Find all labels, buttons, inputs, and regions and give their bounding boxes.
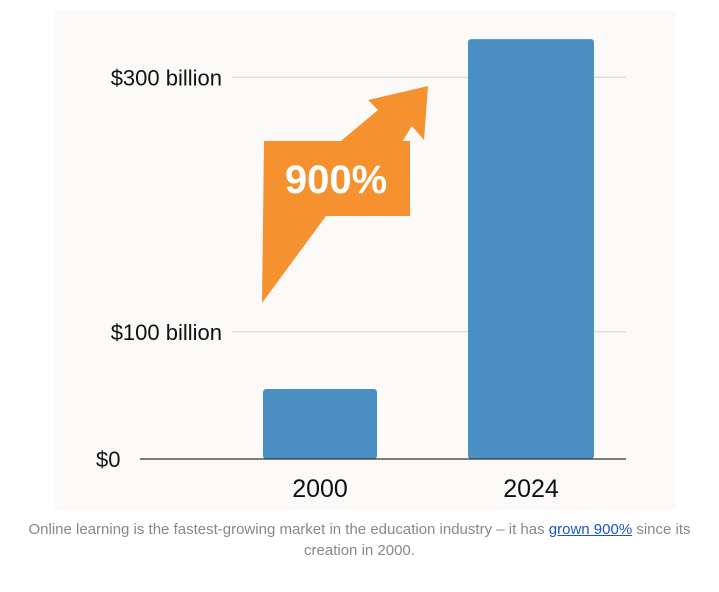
y-tick-label: $300 billion [111,65,222,90]
bar-2024 [468,39,594,460]
x-tick-label: 2000 [292,475,348,503]
caption-text-after: since its creation in 2000. [304,521,691,559]
annotation-label: 900% [285,158,387,202]
bar-chart: $0$100 billion$300 billion$400 billion 2… [96,39,626,503]
bars [263,39,594,460]
bar-2000 [263,389,377,459]
arrow-icon [262,86,428,303]
x-axis-ticks: 2000 2024 [292,475,559,503]
caption-text-before: Online learning is the fastest-growing m… [28,521,549,538]
growth-arrow-annotation: 900% [262,86,428,303]
y-tick-label: $100 billion [111,320,222,345]
y-axis-ticks: $0$100 billion$300 billion$400 billion [96,65,222,472]
x-tick-label: 2024 [503,475,559,503]
chart-caption: Online learning is the fastest-growing m… [0,519,719,561]
grown-900-link[interactable]: grown 900% [548,521,633,538]
y-tick-label: $0 [96,447,120,472]
